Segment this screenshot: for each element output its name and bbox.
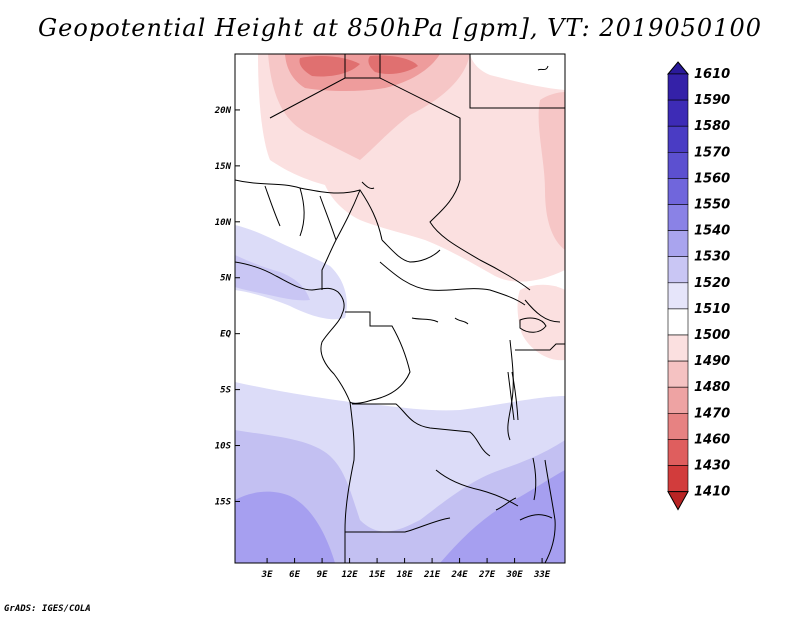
x-tick-label: 18E bbox=[396, 570, 413, 580]
mozambique-coast bbox=[519, 514, 553, 521]
colorbar-swatch bbox=[667, 125, 689, 153]
colorbar: 1610 1590 1580 1570 1560 1550 1540 1530 1520 1510… bbox=[666, 61, 730, 511]
field-blue-deep-east bbox=[440, 470, 565, 563]
grads-credit: GrADS: IGES/COLA bbox=[4, 604, 91, 614]
colorbar-label: 1460 bbox=[694, 432, 730, 447]
border-congo-west bbox=[345, 311, 411, 404]
plot-title: Geopotential Height at 850hPa [gpm], VT:… bbox=[38, 14, 762, 42]
x-tick-label: 30E bbox=[505, 570, 523, 580]
x-tick-label: 6E bbox=[289, 570, 300, 580]
colorbar-swatch bbox=[667, 334, 689, 362]
y-axis: 20N 15N 10N 5N EQ 5S 10S 15S bbox=[214, 106, 240, 507]
colorbar-label: 1520 bbox=[694, 276, 730, 291]
y-tick-label: EQ bbox=[220, 330, 231, 340]
kariba bbox=[495, 497, 517, 511]
x-axis: 3E 6E 9E 12E 15E 18E 21E 24E 27E 30E 33E bbox=[261, 558, 551, 580]
colorbar-bottom-arrow bbox=[667, 491, 689, 511]
colorbar-label: 1470 bbox=[694, 406, 730, 421]
border-west-small-3 bbox=[319, 195, 337, 241]
border-angola-south bbox=[345, 517, 451, 533]
colorbar-label: 1500 bbox=[694, 328, 730, 343]
colorbar-swatch bbox=[667, 178, 689, 205]
colorbar-label: 1610 bbox=[694, 67, 730, 82]
field-white-highland bbox=[470, 54, 565, 90]
colorbar-swatch bbox=[667, 360, 689, 388]
colorbar-swatch bbox=[667, 230, 689, 258]
border-chad-sudan bbox=[429, 179, 531, 291]
colorbar-label: 1510 bbox=[694, 302, 730, 317]
lake-tanganyika bbox=[507, 371, 519, 421]
y-tick-label: 5N bbox=[220, 274, 231, 284]
x-tick-label: 33E bbox=[533, 570, 551, 580]
field-blue-westcoast bbox=[235, 225, 347, 320]
colorbar-label: 1540 bbox=[694, 224, 730, 239]
y-tick-label: 15N bbox=[215, 162, 232, 172]
x-tick-label: 21E bbox=[423, 570, 441, 580]
field-pink-east bbox=[538, 92, 565, 250]
colorbar-label: 1530 bbox=[694, 250, 730, 265]
border-sahara-4 bbox=[469, 54, 565, 109]
lake-malawi bbox=[532, 457, 537, 501]
colorbar-label: 1490 bbox=[694, 354, 730, 369]
colorbar-label: 1570 bbox=[694, 145, 730, 160]
shaded-field bbox=[235, 54, 565, 563]
y-tick-label: 10S bbox=[215, 442, 232, 452]
colorbar-swatch bbox=[667, 282, 689, 310]
colorbar-swatch bbox=[667, 204, 689, 231]
border-drc-angola bbox=[352, 403, 491, 457]
colorbar-swatch bbox=[667, 439, 689, 466]
colorbar-label: 1560 bbox=[694, 171, 730, 186]
y-tick-label: 20N bbox=[214, 106, 232, 116]
border-west-small-1 bbox=[264, 185, 281, 227]
border-east-4 bbox=[515, 343, 565, 351]
colorbar-label: 1410 bbox=[694, 485, 730, 500]
colorbar-swatch bbox=[667, 256, 689, 284]
nile-egypt bbox=[537, 65, 549, 71]
x-tick-label: 24E bbox=[450, 570, 468, 580]
colorbar-swatch bbox=[667, 412, 689, 440]
border-car-drc bbox=[379, 261, 526, 306]
y-tick-label: 10N bbox=[215, 218, 232, 228]
lake-chad bbox=[361, 181, 375, 189]
x-tick-label: 9E bbox=[317, 570, 328, 580]
colorbar-swatch bbox=[667, 465, 689, 492]
border-west-small-2 bbox=[299, 187, 305, 237]
colorbar-swatch bbox=[667, 386, 689, 414]
x-tick-label: 3E bbox=[261, 570, 273, 580]
colorbar-swatch bbox=[667, 308, 689, 336]
x-tick-label: 15E bbox=[369, 570, 386, 580]
colorbar-label: 1590 bbox=[694, 93, 730, 108]
border-east-5 bbox=[544, 459, 556, 563]
boundaries bbox=[235, 54, 565, 563]
colorbar-label: 1550 bbox=[694, 198, 730, 213]
colorbar-swatch bbox=[667, 73, 689, 101]
lake-victoria bbox=[519, 317, 547, 333]
coastline-gulf-of-guinea bbox=[235, 261, 355, 563]
map-frame bbox=[234, 53, 566, 564]
border-cameroon bbox=[321, 189, 361, 290]
field-blue-deep-west bbox=[235, 491, 335, 563]
river-congo-2 bbox=[454, 317, 469, 325]
colorbar-swatch bbox=[667, 99, 689, 127]
colorbar-label: 1580 bbox=[694, 119, 730, 134]
border-central-1 bbox=[381, 239, 441, 263]
field-pink-lakes bbox=[517, 284, 565, 361]
colorbar-label: 1430 bbox=[694, 459, 730, 474]
colorbar-top-arrow bbox=[666, 61, 690, 75]
border-zambia bbox=[435, 469, 519, 507]
colorbar-label: 1480 bbox=[694, 380, 730, 395]
border-sahel bbox=[235, 179, 383, 241]
y-tick-label: 5S bbox=[220, 386, 231, 396]
colorbar-swatch bbox=[667, 152, 689, 179]
x-tick-label: 27E bbox=[478, 570, 496, 580]
y-tick-label: 15S bbox=[215, 497, 232, 507]
field-red-core-2 bbox=[368, 55, 418, 74]
river-congo-1 bbox=[411, 317, 439, 323]
border-east-lakes-2 bbox=[524, 299, 561, 323]
x-tick-label: 12E bbox=[341, 570, 358, 580]
